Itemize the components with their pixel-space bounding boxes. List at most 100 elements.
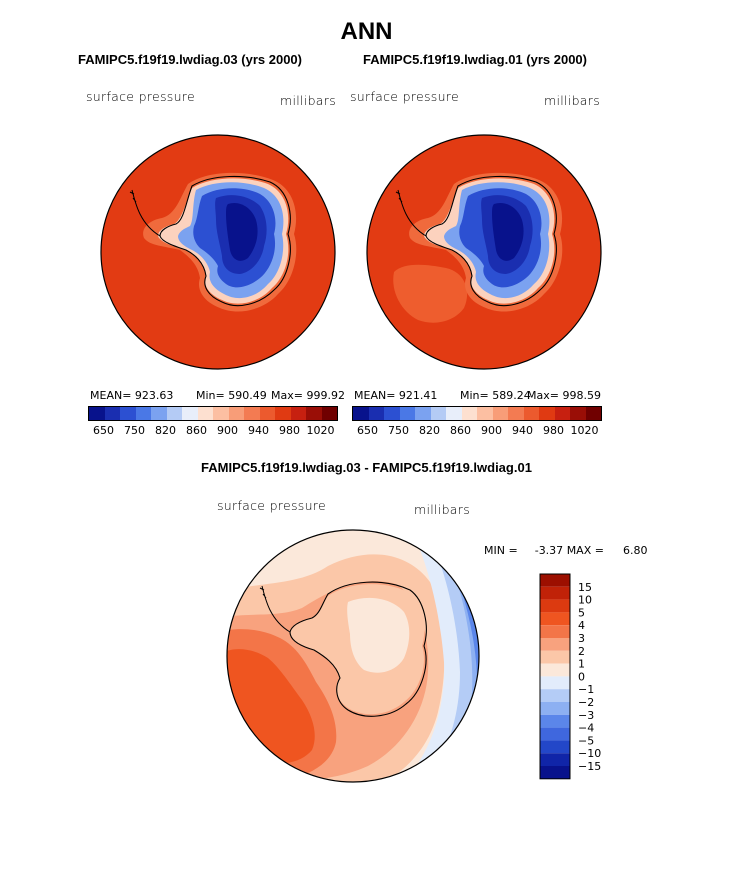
colorbar-border: [539, 573, 571, 780]
colorbar-tick-label: 940: [248, 424, 269, 437]
colorbar-swatch: [446, 407, 462, 420]
colorbar-level-label: −1: [578, 683, 594, 696]
colorbar-level-label: 2: [578, 645, 585, 658]
colorbar-swatch: [89, 407, 105, 420]
colorbar-level-label: 10: [578, 594, 592, 607]
panel3-units: millibars: [414, 502, 471, 517]
colorbar-swatch: [540, 740, 570, 754]
panel1-max: Max= 999.92: [271, 389, 345, 402]
colorbar-level-label: −2: [578, 696, 594, 709]
colorbar-level-label: −4: [578, 722, 594, 735]
colorbar-swatch: [306, 407, 322, 420]
colorbar-swatch: [540, 727, 570, 741]
panel3-max-value: 6.80: [622, 544, 648, 557]
colorbar-swatch: [321, 407, 337, 420]
panel2-colorbar: [352, 406, 602, 421]
panel3-continent-core: [347, 597, 410, 673]
colorbar-level-label: 1: [578, 658, 585, 671]
panel2-variable: surface pressure: [350, 89, 459, 104]
colorbar-tick-label: 860: [450, 424, 471, 437]
panel1-colorbar: [88, 406, 338, 421]
panel3-max-label: MAX =: [566, 544, 604, 557]
colorbar-swatch: [120, 407, 136, 420]
panel2-low-pressure-region: [393, 264, 468, 323]
panel3-variable: surface pressure: [217, 498, 326, 513]
colorbar-tick-label: 750: [124, 424, 145, 437]
colorbar-swatch: [539, 407, 555, 420]
colorbar-swatch: [508, 407, 524, 420]
colorbar-swatch: [540, 714, 570, 728]
colorbar-level-label: 3: [578, 632, 585, 645]
colorbar-swatch: [368, 407, 384, 420]
colorbar-swatch: [384, 407, 400, 420]
colorbar-swatch: [477, 407, 493, 420]
panel1-peninsula: [129, 189, 161, 237]
colorbar-swatch: [540, 638, 570, 651]
colorbar-swatch: [540, 650, 570, 664]
colorbar-level-label: −15: [578, 760, 601, 773]
panel3-min-value: -3.37: [534, 544, 564, 557]
colorbar-swatch: [353, 407, 369, 420]
colorbar-tick-label: 980: [279, 424, 300, 437]
colorbar-tick-label: 900: [481, 424, 502, 437]
colorbar-tick-label: 1020: [570, 424, 599, 437]
panel1-title: FAMIPC5.f19f19.lwdiag.03 (yrs 2000): [78, 52, 302, 67]
panel1-variable: surface pressure: [86, 89, 195, 104]
panel3-map-border: [226, 529, 480, 783]
colorbar-tick-label: 1020: [306, 424, 335, 437]
panel1-units: millibars: [280, 93, 337, 108]
colorbar-swatch: [540, 753, 570, 766]
panel2-coastline: [425, 175, 557, 307]
colorbar-swatch: [540, 766, 570, 779]
colorbar-swatch: [523, 407, 539, 420]
panel2-map-border: [366, 134, 602, 370]
colorbar-tick-label: 980: [543, 424, 564, 437]
colorbar-level-label: 4: [578, 619, 585, 632]
colorbar-swatch: [461, 407, 477, 420]
colorbar-swatch: [492, 407, 508, 420]
panel2-continent-core: [492, 202, 524, 261]
colorbar-level-label: −3: [578, 709, 594, 722]
panel2-colorbar-ticks: 650 750 820 860 900 940 980 1020: [352, 424, 612, 437]
colorbar-swatch: [290, 407, 306, 420]
colorbar-tick-label: 860: [186, 424, 207, 437]
colorbar-swatch: [275, 407, 291, 420]
colorbar-tick-label: 650: [93, 424, 114, 437]
colorbar-swatch: [197, 407, 213, 420]
colorbar-swatch: [259, 407, 275, 420]
panel1-mean: MEAN= 923.63: [90, 389, 174, 402]
colorbar-swatch: [399, 407, 415, 420]
panel3-map: [226, 529, 480, 783]
colorbar-tick-label: 820: [155, 424, 176, 437]
panel2-max: Max= 998.59: [527, 389, 601, 402]
colorbar-swatch: [540, 625, 570, 638]
panel3-coastline: [289, 581, 427, 717]
colorbar-swatch: [585, 407, 601, 420]
panel1-min: Min= 590.49: [196, 389, 267, 402]
colorbar-swatch: [540, 663, 570, 677]
colorbar-tick-label: 900: [217, 424, 238, 437]
panel1-continent-core: [226, 202, 258, 261]
colorbar-tick-label: 650: [357, 424, 378, 437]
colorbar-swatch: [415, 407, 431, 420]
panel2-map: [366, 134, 602, 370]
panel3-min-label: MIN =: [484, 544, 518, 557]
colorbar-level-label: −10: [578, 747, 601, 760]
colorbar-swatch: [540, 599, 570, 613]
colorbar-swatch: [570, 407, 586, 420]
colorbar-swatch: [540, 574, 570, 587]
panel1-map-border: [100, 134, 336, 370]
colorbar-swatch: [213, 407, 229, 420]
panel3-title: FAMIPC5.f19f19.lwdiag.03 - FAMIPC5.f19f1…: [201, 460, 532, 475]
panel2-units: millibars: [544, 93, 601, 108]
colorbar-swatch: [104, 407, 120, 420]
colorbar-tick-label: 820: [419, 424, 440, 437]
colorbar-swatch: [244, 407, 260, 420]
panel2-mean: MEAN= 921.41: [354, 389, 438, 402]
panel2-title: FAMIPC5.f19f19.lwdiag.01 (yrs 2000): [363, 52, 587, 67]
colorbar-tick-label: 940: [512, 424, 533, 437]
colorbar-swatch: [554, 407, 570, 420]
colorbar-level-label: 15: [578, 581, 592, 594]
colorbar-swatch: [540, 702, 570, 715]
